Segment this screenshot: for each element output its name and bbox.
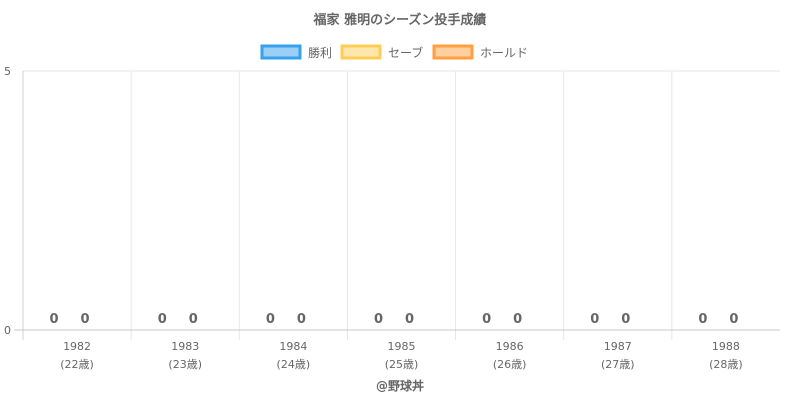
x-tick-label: 1986: [496, 340, 524, 353]
x-tick-sublabel: (22歳): [60, 358, 94, 371]
x-tick-label: 1988: [712, 340, 740, 353]
y-tick-label: 0: [4, 324, 11, 337]
chart-title: 福家 雅明のシーズン投手成績: [313, 12, 487, 28]
x-tick-label: 1983: [171, 340, 199, 353]
legend-label-3: ホールド: [480, 46, 528, 60]
data-label: 0: [158, 312, 167, 327]
legend-swatch-3: [432, 44, 474, 60]
axes: 0 5 1982 (22歳) 1983 (23歳) 1984 (24歳) 1985 (25歳) 19…: [4, 65, 780, 371]
legend-swatch-2: [340, 44, 382, 60]
data-label: 0: [590, 312, 599, 327]
legend: 勝利 セーブ ホールド: [260, 44, 528, 60]
legend-label-2: セーブ: [388, 45, 423, 60]
x-tick-label: 1984: [279, 340, 307, 353]
data-label: 0: [81, 312, 90, 327]
x-tick-label: 1987: [604, 340, 632, 353]
data-label: 0: [621, 312, 630, 327]
data-label: 0: [266, 312, 275, 327]
grid: [23, 70, 780, 340]
data-label: 0: [297, 312, 306, 327]
y-tick-label: 5: [4, 65, 11, 78]
x-tick-sublabel: (23歳): [168, 358, 202, 371]
x-tick-label: 1985: [388, 340, 416, 353]
data-label: 0: [374, 312, 383, 327]
data-label: 0: [729, 312, 738, 327]
data-label: 0: [50, 312, 59, 327]
x-tick-sublabel: (24歳): [277, 358, 311, 371]
data-label: 0: [482, 312, 491, 327]
x-tick-sublabel: (25歳): [385, 358, 419, 371]
x-tick-sublabel: (26歳): [493, 358, 527, 371]
data-labels: 0 0 0 0 0 0 0 0 0 0 0 0 0 0: [50, 312, 739, 327]
credit: @野球丼: [376, 378, 424, 393]
x-tick-sublabel: (27歳): [601, 358, 635, 371]
x-tick-label: 1982: [63, 340, 91, 353]
data-label: 0: [405, 312, 414, 327]
data-label: 0: [189, 312, 198, 327]
x-tick-sublabel: (28歳): [709, 358, 743, 371]
legend-swatch-1: [260, 44, 302, 60]
data-label: 0: [698, 312, 707, 327]
legend-label-1: 勝利: [308, 45, 332, 60]
data-label: 0: [513, 312, 522, 327]
